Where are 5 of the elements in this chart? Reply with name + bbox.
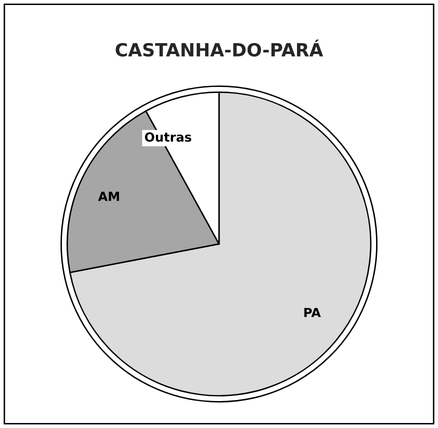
slice-label: PA bbox=[304, 308, 321, 318]
pie-slice bbox=[69, 92, 372, 396]
chart-title: CASTANHA-DO-PARÁ bbox=[116, 40, 324, 57]
slice-label: AM bbox=[98, 192, 119, 201]
slice-label: Outras bbox=[144, 132, 192, 142]
